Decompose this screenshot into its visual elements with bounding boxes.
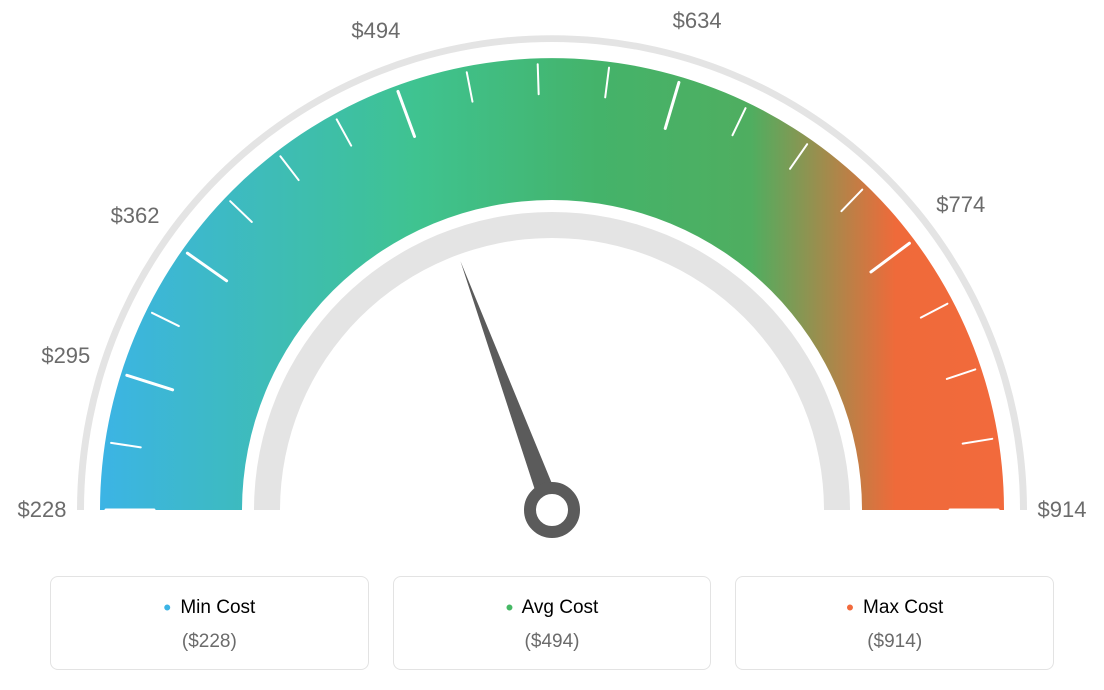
chart-container: $228 $295 $362 $494 $634 $774 $914 • Min Cost … [0, 0, 1104, 690]
gauge-tick-label: $774 [936, 192, 985, 218]
legend-card-min: • Min Cost ($228) [50, 576, 369, 670]
legend-value-avg: ($494) [394, 631, 711, 653]
legend-label-min: Min Cost [180, 597, 255, 618]
gauge-tick-label: $228 [18, 497, 67, 523]
legend-label-avg: Avg Cost [522, 597, 599, 618]
legend-row: • Min Cost ($228) • Avg Cost ($494) • Ma… [50, 576, 1054, 670]
legend-card-max: • Max Cost ($914) [735, 576, 1054, 670]
legend-label-max: Max Cost [863, 597, 943, 618]
gauge-tick-label: $494 [351, 18, 400, 44]
gauge-area: $228 $295 $362 $494 $634 $774 $914 [0, 0, 1104, 560]
gauge-tick-label: $914 [1038, 497, 1087, 523]
gauge-tick-label: $634 [673, 8, 722, 34]
legend-dot-avg: • [506, 595, 514, 620]
legend-value-max: ($914) [736, 631, 1053, 653]
legend-card-avg: • Avg Cost ($494) [393, 576, 712, 670]
gauge-tick-label: $295 [41, 343, 90, 369]
legend-dot-min: • [163, 595, 171, 620]
legend-dot-max: • [846, 595, 854, 620]
legend-title-max: • Max Cost [736, 595, 1053, 621]
gauge-tick-label: $362 [111, 203, 160, 229]
legend-title-avg: • Avg Cost [394, 595, 711, 621]
gauge-svg [0, 0, 1104, 560]
legend-value-min: ($228) [51, 631, 368, 653]
legend-title-min: • Min Cost [51, 595, 368, 621]
